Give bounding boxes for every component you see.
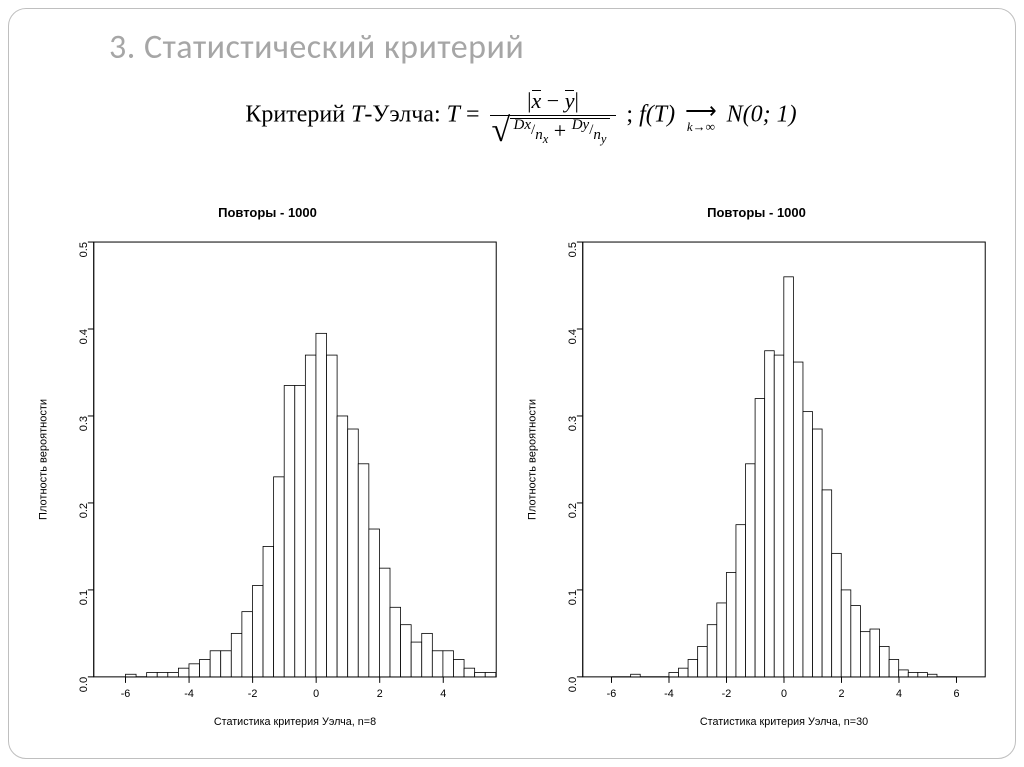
svg-text:0: 0 [313, 688, 319, 700]
svg-text:0.2: 0.2 [78, 503, 90, 518]
formula-lhs: T [447, 102, 460, 128]
chart-right-title: Повторы - 1000 [516, 205, 997, 220]
slide-frame: 3. Статистический критерий Критерий T-Уэ… [8, 8, 1016, 759]
svg-text:Статистика критерия Уэлча, n=3: Статистика критерия Уэлча, n=30 [700, 716, 868, 728]
chart-right-svg: 0.0 0.1 0.2 0.3 0.4 0.5 -6 -4 -2 0 2 4 6 Статистика к… [516, 224, 997, 745]
main-fraction: |x − y| Dx/nx + Dy/ny [490, 89, 617, 143]
svg-text:4: 4 [896, 688, 902, 700]
svg-text:6: 6 [953, 688, 959, 700]
equals: = [466, 102, 486, 128]
svg-text:0.1: 0.1 [78, 590, 90, 605]
svg-text:-6: -6 [607, 688, 617, 700]
formula-label-suffix: -Уэлча: [364, 102, 446, 128]
limit-arrow: ⟶ k→∞ [685, 100, 717, 133]
charts-row: Повторы - 1000 0.00.10.20.30.40.5-6-4-20… [27, 199, 997, 744]
dx-over-nx: Dx/nx [514, 122, 549, 142]
f-of-t: f(T) [639, 102, 675, 128]
svg-text:Статистика критерия Уэлча, n=8: Статистика критерия Уэлча, n=8 [214, 716, 376, 728]
svg-text:-6: -6 [121, 688, 131, 700]
welch-formula: Критерий T-Уэлча: T = |x − y| Dx/nx + Dy… [49, 89, 993, 143]
svg-text:-2: -2 [248, 688, 258, 700]
svg-text:4: 4 [440, 688, 446, 700]
svg-text:0.0: 0.0 [78, 677, 90, 692]
chart-left-title: Повторы - 1000 [27, 205, 508, 220]
formula-label-prefix: Критерий [245, 102, 351, 128]
svg-text:0.3: 0.3 [78, 416, 90, 431]
histogram-right: Повторы - 1000 0.00.10.20.30.40.5-6-4-20… [516, 199, 997, 744]
chart-left-svg: 0.0 0.1 0.2 0.3 0.4 0.5 -6 -4 -2 0 2 4 Статистика кр… [27, 224, 508, 745]
normal-dist: N(0; 1) [727, 102, 797, 128]
svg-text:0.3: 0.3 [567, 416, 579, 431]
svg-text:0.5: 0.5 [78, 242, 90, 257]
svg-text:0.0: 0.0 [567, 677, 579, 692]
svg-text:0.2: 0.2 [567, 503, 579, 518]
formula-label-t: T [351, 102, 364, 128]
svg-text:0.1: 0.1 [567, 590, 579, 605]
svg-text:0.4: 0.4 [78, 329, 90, 344]
svg-text:-4: -4 [664, 688, 674, 700]
svg-text:Плотность вероятности: Плотность вероятности [527, 399, 539, 520]
page-title: 3. Статистический критерий [109, 27, 524, 68]
svg-text:0.5: 0.5 [567, 242, 579, 257]
denominator: Dx/nx + Dy/ny [490, 116, 617, 143]
histogram-left: Повторы - 1000 0.00.10.20.30.40.5-6-4-20… [27, 199, 508, 744]
svg-text:Плотность вероятности: Плотность вероятности [38, 399, 50, 520]
dy-over-ny: Dy/ny [572, 122, 607, 142]
svg-text:0.4: 0.4 [567, 329, 579, 344]
sqrt: Dx/nx + Dy/ny [496, 118, 611, 143]
svg-text:-2: -2 [722, 688, 732, 700]
svg-text:2: 2 [838, 688, 844, 700]
svg-text:-4: -4 [184, 688, 194, 700]
svg-text:0: 0 [781, 688, 787, 700]
svg-text:2: 2 [377, 688, 383, 700]
semicolon: ; [626, 102, 639, 128]
